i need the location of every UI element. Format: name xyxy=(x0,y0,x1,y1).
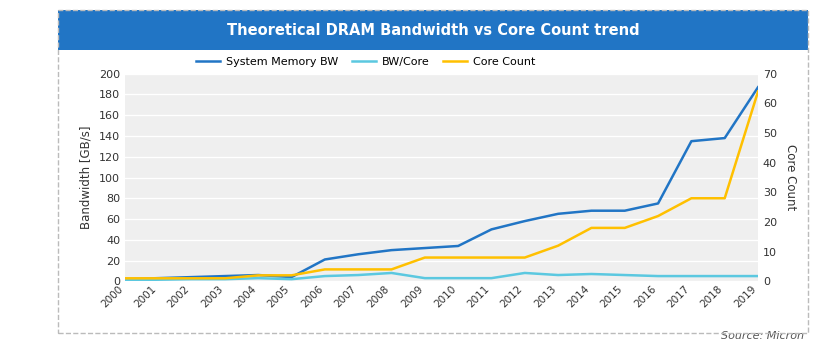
Y-axis label: Core Count: Core Count xyxy=(784,144,797,211)
Y-axis label: Bandwidth [GB/s]: Bandwidth [GB/s] xyxy=(79,126,92,229)
Legend: System Memory BW, BW/Core, Core Count: System Memory BW, BW/Core, Core Count xyxy=(192,52,540,72)
Text: Theoretical DRAM Bandwidth vs Core Count trend: Theoretical DRAM Bandwidth vs Core Count… xyxy=(227,23,640,37)
Text: Source: Micron: Source: Micron xyxy=(721,331,804,341)
